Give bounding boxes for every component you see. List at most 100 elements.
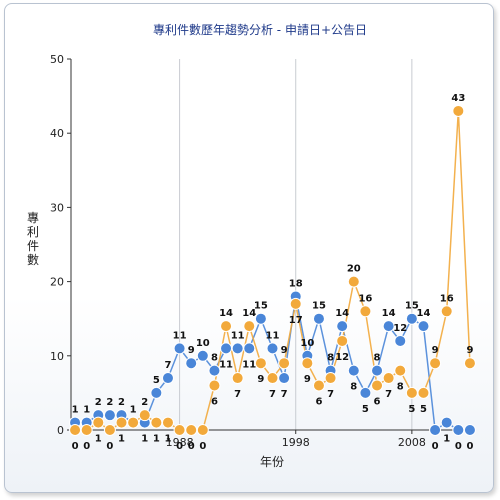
data-label: 14 xyxy=(219,308,233,319)
series-1-point xyxy=(382,320,395,333)
data-label: 0 xyxy=(72,441,79,452)
series xyxy=(69,104,476,436)
x-tick-label: 2008 xyxy=(398,436,426,449)
series-2-point xyxy=(103,424,116,436)
series-1-point xyxy=(417,320,430,333)
data-label: 7 xyxy=(327,389,334,400)
series-1-point xyxy=(266,342,279,355)
data-label: 16 xyxy=(358,293,372,304)
series-1-point xyxy=(208,364,221,377)
data-label: 14 xyxy=(382,308,396,319)
y-tick-label: 30 xyxy=(50,201,64,214)
data-label: 12 xyxy=(335,352,349,363)
data-label: 2 xyxy=(118,397,125,408)
series-1-point xyxy=(173,342,186,355)
data-label: 18 xyxy=(289,278,303,289)
series-2-point xyxy=(382,372,395,385)
series-2-point xyxy=(440,305,453,318)
data-label: 15 xyxy=(312,301,326,312)
data-label: 1 xyxy=(141,434,148,445)
data-label: 12 xyxy=(393,323,407,334)
data-label: 11 xyxy=(231,330,245,341)
series-1-point xyxy=(312,312,325,325)
data-label: 11 xyxy=(266,330,280,341)
y-axis-label: 專利件數 xyxy=(27,211,39,267)
data-label: 7 xyxy=(281,389,288,400)
y-tick-label: 0 xyxy=(57,424,64,437)
series-1-point xyxy=(452,424,465,436)
data-label: 8 xyxy=(350,382,357,393)
series-2-point xyxy=(312,379,325,392)
y-tick-label: 20 xyxy=(50,276,64,289)
x-tick-label: 1998 xyxy=(282,436,310,449)
series-1-point xyxy=(231,342,244,355)
series-2-point xyxy=(417,386,430,399)
series-2-point xyxy=(208,379,221,392)
data-label: 14 xyxy=(242,308,256,319)
data-label: 2 xyxy=(95,397,102,408)
x-axis-label: 年份 xyxy=(260,455,284,469)
data-label: 1 xyxy=(443,434,450,445)
data-label: 17 xyxy=(289,315,303,326)
series-1-point xyxy=(440,416,453,429)
series-2-point xyxy=(80,424,93,436)
series-1-point xyxy=(394,334,407,347)
data-label: 9 xyxy=(304,374,311,385)
data-label: 0 xyxy=(455,441,462,452)
series-2-point xyxy=(429,357,442,370)
data-label: 15 xyxy=(405,301,419,312)
data-label: 8 xyxy=(397,382,404,393)
series-1-point xyxy=(429,424,442,436)
series-1-point xyxy=(336,320,349,333)
series-2-point xyxy=(336,334,349,347)
data-label: 1 xyxy=(95,434,102,445)
data-label: 20 xyxy=(347,264,361,275)
series-2-point xyxy=(231,372,244,385)
series-2-point xyxy=(138,409,151,422)
data-label: 7 xyxy=(164,360,171,371)
data-label: 9 xyxy=(466,345,473,356)
series-1-point xyxy=(359,386,372,399)
data-label: 0 xyxy=(106,441,113,452)
data-label: 6 xyxy=(211,396,218,407)
series-2-point xyxy=(69,424,82,436)
data-label: 0 xyxy=(199,441,206,452)
series-1-point xyxy=(463,424,476,436)
data-label: 11 xyxy=(219,359,233,370)
data-label: 14 xyxy=(417,308,431,319)
data-label: 0 xyxy=(466,441,473,452)
data-label: 16 xyxy=(440,293,454,304)
series-1-point xyxy=(103,409,116,422)
series-1-point xyxy=(371,364,384,377)
data-label: 9 xyxy=(432,345,439,356)
series-1-point xyxy=(243,342,256,355)
y-tick-label: 10 xyxy=(50,350,64,363)
data-label: 8 xyxy=(327,353,334,364)
series-2-point xyxy=(266,372,279,385)
series-1-point xyxy=(347,364,360,377)
data-label: 8 xyxy=(374,353,381,364)
data-label: 1 xyxy=(72,405,79,416)
data-label: 5 xyxy=(420,404,427,415)
data-label: 10 xyxy=(300,338,314,349)
series-2-point xyxy=(220,320,233,333)
data-label: 0 xyxy=(176,441,183,452)
series-1-point xyxy=(254,312,267,325)
data-label: 5 xyxy=(362,404,369,415)
data-label: 1 xyxy=(164,434,171,445)
series-2-point xyxy=(92,416,105,429)
data-label: 9 xyxy=(257,374,264,385)
data-label: 7 xyxy=(385,389,392,400)
series-2-point xyxy=(115,416,128,429)
series-1-point xyxy=(220,342,233,355)
y-tick-label: 40 xyxy=(50,127,64,140)
series-2-point xyxy=(254,357,267,370)
series-1-point xyxy=(150,386,163,399)
data-label: 11 xyxy=(242,359,256,370)
data-labels: 1010212021121517111090100861411117141115… xyxy=(72,93,474,452)
data-label: 43 xyxy=(451,93,465,104)
series-2-point xyxy=(161,416,174,429)
series-2-point xyxy=(371,379,384,392)
